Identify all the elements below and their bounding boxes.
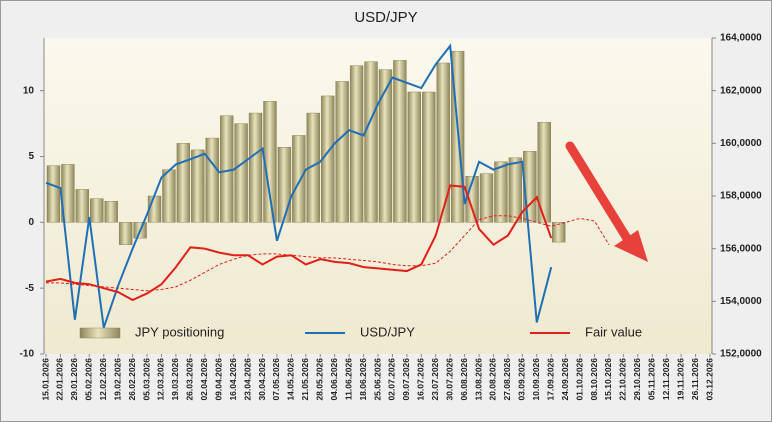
x-tick-label: 05.03.2026 [141, 358, 151, 401]
bar [349, 65, 364, 223]
bar [104, 201, 118, 223]
bar [292, 135, 306, 223]
x-tick-label: 03.12.2026 [704, 358, 714, 401]
x-tick-label: 10.09.2026 [531, 358, 541, 401]
x-tick-label: 03.09.2026 [517, 358, 527, 401]
x-tick-label: 29.01.2026 [69, 358, 79, 401]
x-tick-label: 29.10.2026 [632, 358, 642, 401]
bar [364, 61, 378, 223]
x-tick-label: 12.03.2026 [156, 358, 166, 401]
x-tick-label: 26.03.2026 [185, 358, 195, 401]
x-tick-label: 24.09.2026 [560, 358, 570, 401]
bar [277, 147, 292, 223]
bar [479, 173, 494, 223]
x-tick-label: 02.07.2026 [387, 358, 397, 401]
line [46, 215, 610, 292]
bar [248, 112, 263, 223]
x-tick-label: 14.05.2026 [286, 358, 296, 401]
bar [176, 143, 191, 223]
x-tick-label: 15.01.2026 [40, 358, 50, 401]
x-tick-label: 26.11.2026 [690, 358, 700, 400]
y-tick-label: -10 [20, 349, 35, 360]
x-tick-label: 15.10.2026 [603, 358, 613, 401]
x-tick-label: 21.05.2026 [300, 358, 310, 401]
y2-tick-label: 158,0000 [720, 191, 762, 202]
legend-label: USD/JPY [360, 324, 415, 339]
y2-tick-label: 162,0000 [720, 85, 762, 96]
x-tick-label: 28.05.2026 [315, 358, 325, 401]
x-tick-label: 07.05.2026 [271, 358, 281, 401]
x-tick-label: 30.04.2026 [257, 358, 267, 401]
x-tick-label: 12.11.2026 [661, 358, 671, 400]
x-tick-label: 19.03.2026 [170, 358, 180, 401]
bar [46, 165, 61, 223]
x-tick-label: 30.07.2026 [444, 358, 454, 401]
bar [552, 222, 566, 243]
line [45, 184, 553, 302]
y-tick-label: 0 [28, 217, 34, 228]
bar [436, 62, 450, 223]
x-tick-label: 09.04.2026 [213, 358, 223, 401]
x-tick-label: 23.04.2026 [242, 358, 252, 401]
x-tick-label: 20.08.2026 [488, 358, 498, 401]
x-tick-label: 05.11.2026 [647, 358, 657, 400]
bar [335, 81, 349, 223]
bar [494, 161, 508, 223]
x-tick-label: 19.02.2026 [112, 358, 122, 401]
x-tick-label: 22.01.2026 [55, 358, 65, 401]
bar [407, 91, 422, 223]
y2-tick-label: 154,0000 [720, 296, 762, 307]
bar [378, 69, 393, 223]
y2-tick-label: 156,0000 [720, 243, 762, 254]
y-tick-label: 10 [23, 85, 35, 96]
legend-label: JPY positioning [135, 324, 224, 339]
bar [422, 91, 436, 223]
x-tick-label: 17.09.2026 [545, 358, 555, 401]
x-tick-label: 04.06.2026 [329, 358, 339, 401]
x-tick-label: 26.02.2026 [127, 358, 137, 401]
bar [191, 149, 205, 223]
x-tick-label: 16.07.2026 [416, 358, 426, 401]
bar [263, 100, 277, 223]
bar [118, 222, 133, 245]
bar [234, 123, 248, 223]
y-tick-label: 5 [28, 151, 34, 162]
y2-tick-label: 164,0000 [720, 33, 762, 44]
x-tick-label: 02.04.2026 [199, 358, 209, 401]
bar [205, 137, 219, 223]
x-tick-label: 13.08.2026 [473, 358, 483, 401]
bar [306, 112, 320, 223]
x-tick-label: 18.06.2026 [358, 358, 368, 401]
legend-label: Fair value [585, 324, 642, 339]
x-tick-label: 05.02.2026 [84, 358, 94, 401]
bar [75, 189, 90, 223]
x-tick-label: 06.08.2026 [459, 358, 469, 401]
x-tick-label: 22.10.2026 [618, 358, 628, 401]
x-tick-label: 19.11.2026 [675, 358, 685, 400]
x-tick-label: 16.04.2026 [228, 358, 238, 401]
y2-tick-label: 152,0000 [720, 349, 762, 360]
bar [537, 122, 551, 223]
x-tick-label: 25.06.2026 [372, 358, 382, 401]
bar [90, 198, 104, 223]
bar [508, 157, 523, 223]
y2-tick-label: 160,0000 [720, 138, 762, 149]
chart-title: USD/JPY [354, 9, 417, 26]
x-tick-label: 27.08.2026 [502, 358, 512, 401]
plot-area [44, 38, 712, 354]
arrow [565, 141, 648, 262]
y-tick-label: -5 [25, 283, 34, 294]
bar [393, 60, 407, 223]
x-tick-label: 12.02.2026 [98, 358, 108, 401]
x-tick-label: 23.07.2026 [430, 358, 440, 401]
bar [162, 169, 176, 223]
x-tick-label: 01.10.2026 [574, 358, 584, 401]
x-tick-label: 09.07.2026 [401, 358, 411, 401]
x-tick-label: 11.06.2026 [343, 358, 353, 400]
bar [220, 115, 234, 223]
legend-swatch [79, 327, 121, 339]
x-tick-label: 08.10.2026 [589, 358, 599, 401]
